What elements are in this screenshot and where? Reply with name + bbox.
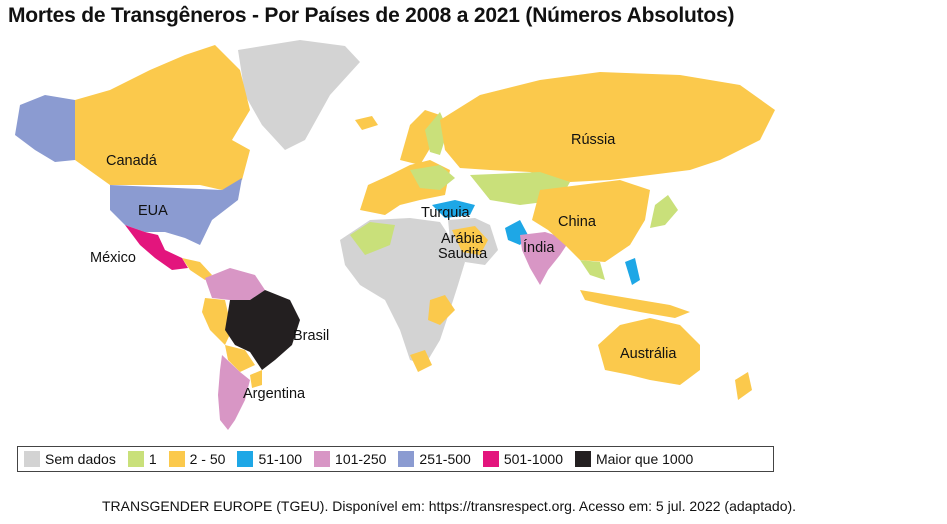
region-north-south-america <box>205 268 265 300</box>
label-arabia-1: Arábia <box>441 231 484 247</box>
label-russia: Rússia <box>571 132 616 148</box>
region-uruguay <box>250 370 262 388</box>
region-north-africa <box>350 222 395 255</box>
legend-item: 101-250 <box>314 451 386 467</box>
legend-label: Maior que 1000 <box>595 451 694 467</box>
region-philippines <box>625 258 640 285</box>
legend-label: 51-100 <box>258 451 303 467</box>
region-eastern-europe <box>410 165 455 190</box>
region-brazil <box>225 290 300 370</box>
legend-label: 251-500 <box>419 451 471 467</box>
region-japan <box>650 195 678 228</box>
region-se-asia <box>580 260 605 280</box>
label-brasil: Brasil <box>293 328 329 344</box>
legend-item: Sem dados <box>24 451 116 467</box>
region-argentina <box>218 355 250 430</box>
legend-item: 1 <box>127 451 157 467</box>
legend-item: 51-100 <box>237 451 302 467</box>
region-south-africa <box>410 350 432 372</box>
region-china <box>532 180 650 262</box>
region-central-america <box>182 258 212 280</box>
legend-swatch <box>398 451 415 467</box>
legend-swatch <box>24 451 40 467</box>
region-alaska <box>15 95 75 162</box>
legend-item: 251-500 <box>398 451 471 467</box>
label-china: China <box>558 214 597 230</box>
legend-label: 2 - 50 <box>189 451 226 467</box>
region-russia <box>440 72 775 182</box>
region-canada <box>75 45 250 190</box>
region-saudi <box>452 226 488 255</box>
legend-item: 501-1000 <box>482 451 563 467</box>
label-arabia-2: Saudita <box>438 246 488 262</box>
region-east-africa <box>428 295 455 325</box>
legend-label: 1 <box>148 451 157 467</box>
label-eua: EUA <box>138 203 168 219</box>
region-africa <box>340 218 465 365</box>
legend-label: Sem dados <box>45 451 116 467</box>
world-map: Canadá EUA México Brasil Argentina Rússi… <box>15 40 775 430</box>
region-usa <box>110 178 242 245</box>
region-greenland <box>238 40 360 150</box>
legend-item: Maior que 1000 <box>574 451 694 467</box>
legend-item: 2 - 50 <box>168 451 226 467</box>
legend-swatch <box>574 451 591 467</box>
map-legend: Sem dados 1 2 - 50 51-100 101-250 251-50… <box>17 446 774 472</box>
label-australia: Austrália <box>620 346 677 362</box>
label-canada: Canadá <box>106 153 158 169</box>
region-bolivia <box>225 345 255 372</box>
legend-swatch <box>482 451 499 467</box>
region-new-zealand <box>735 372 752 400</box>
legend-swatch <box>237 451 254 467</box>
region-peru <box>202 298 232 345</box>
label-mexico: México <box>90 250 136 266</box>
legend-swatch <box>314 451 331 467</box>
legend-swatch <box>127 451 144 467</box>
region-mexico <box>125 225 188 270</box>
region-indonesia <box>580 290 690 318</box>
region-india <box>520 232 570 285</box>
region-iceland <box>355 116 378 130</box>
region-turkey <box>432 200 475 218</box>
page-title: Mortes de Transgêneros - Por Países de 2… <box>8 4 735 27</box>
label-turquia: Turquia <box>421 205 471 221</box>
label-india: Índia <box>523 239 555 256</box>
legend-label: 501-1000 <box>503 451 563 467</box>
label-argentina: Argentina <box>243 386 306 402</box>
source-citation: TRANSGENDER EUROPE (TGEU). Disponível em… <box>102 498 797 514</box>
legend-label: 101-250 <box>335 451 387 467</box>
region-scandinavia <box>400 110 440 165</box>
region-australia <box>598 318 700 385</box>
legend-swatch <box>168 451 185 467</box>
